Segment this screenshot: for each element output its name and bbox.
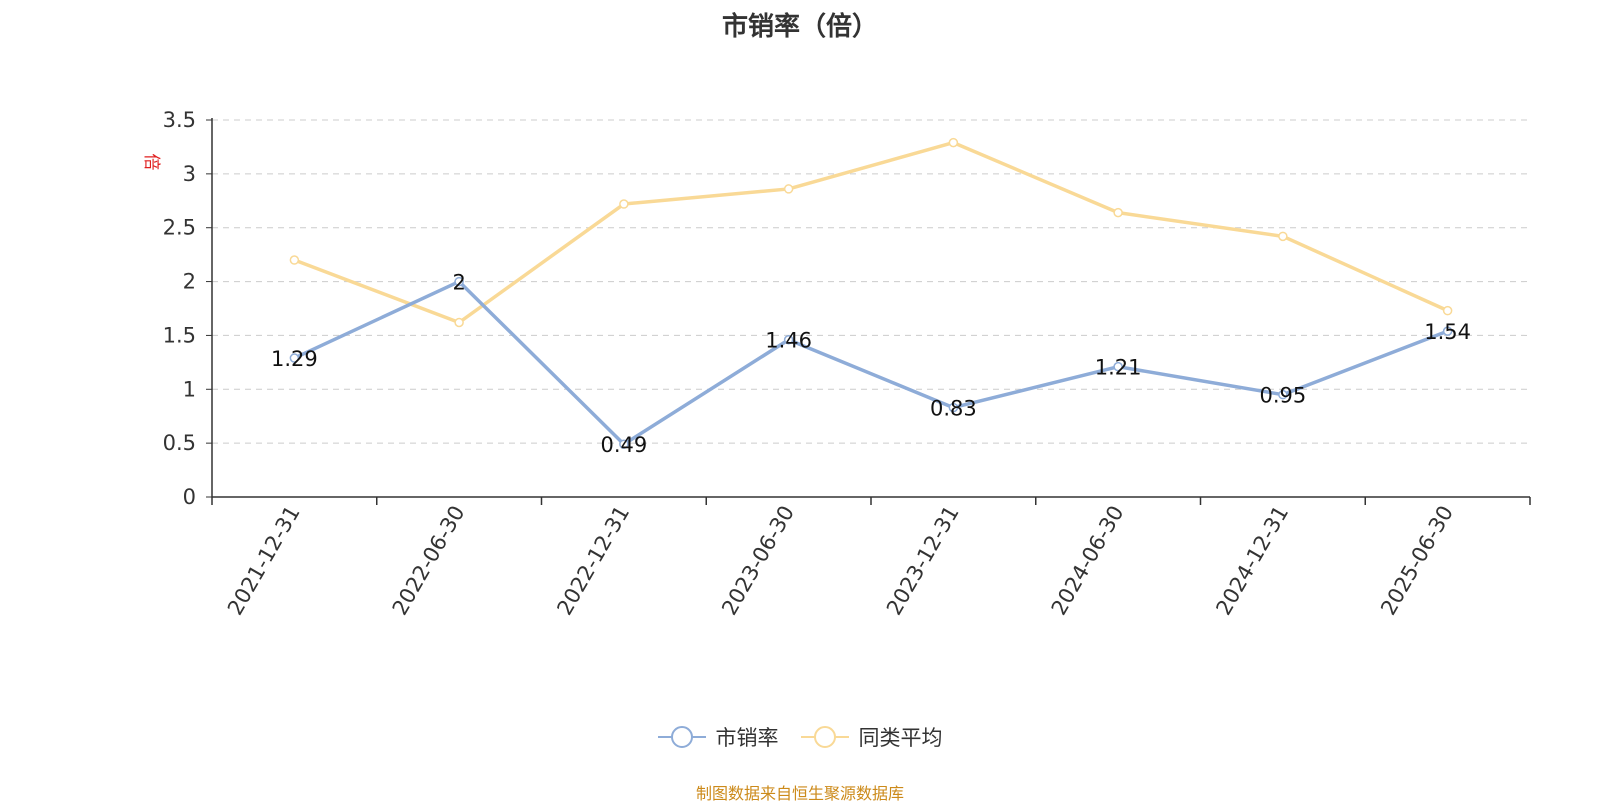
data-label: 2 [452,271,465,295]
chart-title: 市销率（倍） [721,12,878,42]
series-line-2 [292,140,1450,325]
data-point [454,276,464,287]
data-label: 1.46 [765,329,812,353]
data-point [1442,326,1453,336]
data-label: 0.95 [1259,384,1306,408]
data-point [783,334,794,345]
data-point [454,317,464,328]
data-point [1278,231,1288,242]
data-point [619,439,629,449]
x-tick-label: 2021-12-31 [223,502,305,620]
data-point [1442,305,1453,316]
y-tick-label: 0 [183,485,196,509]
legend-label-series-2: 同类平均 [858,726,943,750]
y-axis-label: 倍 [141,154,161,171]
x-tick-label: 2025-06-30 [1376,502,1458,620]
data-label: 1.21 [1095,356,1142,380]
legend: 市销率 同类平均 [0,722,1600,752]
y-tick-label: 1.5 [163,323,196,347]
data-label: 0.49 [600,433,647,457]
data-label: 1.54 [1424,320,1471,344]
legend-marker-series-2 [800,726,849,748]
y-tick-label: 2.5 [163,216,196,240]
data-point [948,137,959,148]
x-tick-label: 2023-06-30 [717,502,799,620]
data-point [948,402,959,413]
legend-item-series-1[interactable]: 市销率 [657,722,779,752]
y-tick-label: 3 [183,162,196,186]
x-tick-label: 2022-12-31 [552,502,634,620]
legend-marker-series-1 [657,726,706,748]
data-point [289,353,300,363]
x-tick-label: 2024-12-31 [1211,502,1293,620]
data-point [289,255,300,265]
y-tick-label: 1 [183,377,196,401]
series-line-1 [292,279,1450,446]
data-point [619,199,629,209]
data-label: 1.29 [271,347,318,371]
x-tick-label: 2024-06-30 [1047,502,1129,620]
source-note: 制图数据来自恒生聚源数据库 [695,784,904,803]
data-point [783,184,794,194]
data-label: 0.83 [930,397,977,421]
data-point [1113,207,1123,218]
x-tick-label: 2023-12-31 [882,502,964,620]
legend-item-series-2[interactable]: 同类平均 [800,722,943,752]
x-tick-label: 2022-06-30 [388,502,470,620]
legend-label-series-1: 市销率 [715,726,779,750]
y-tick-label: 0.5 [163,431,196,455]
y-tick-label: 2 [183,270,196,294]
data-point [1278,389,1288,400]
y-tick-label: 3.5 [163,108,196,132]
data-point [1113,361,1123,372]
